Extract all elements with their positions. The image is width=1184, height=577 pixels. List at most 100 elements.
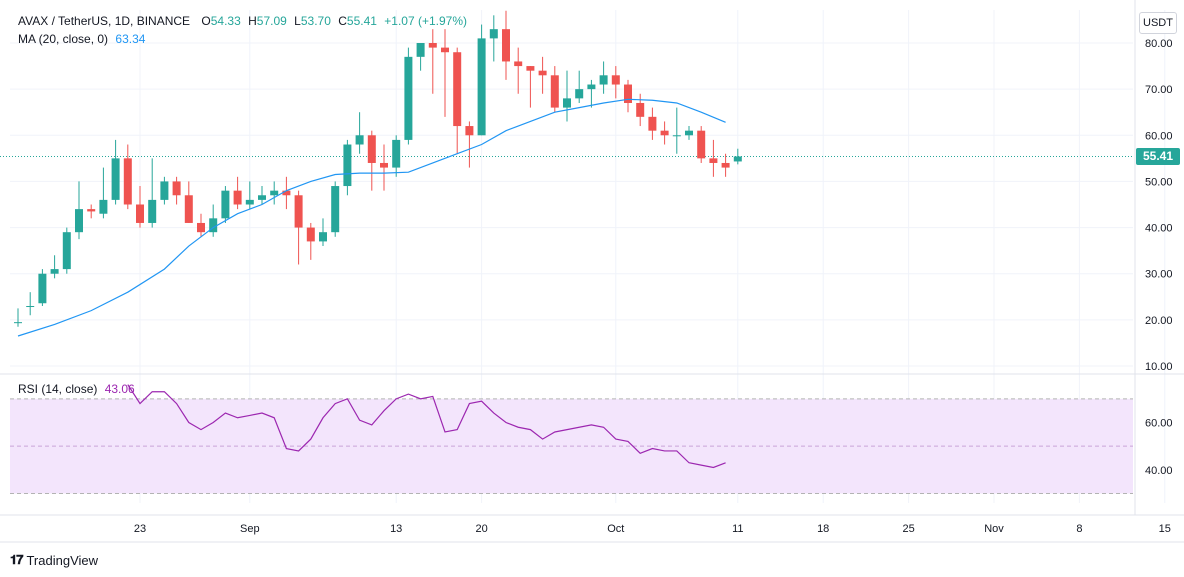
price-tick-label: 40.00 [1145,223,1173,235]
candle-body [563,98,571,108]
candle-body [599,75,608,85]
candle-body [136,204,144,223]
candle-body [184,195,193,223]
tradingview-logo[interactable]: 𝟏𝟕 TradingView [10,552,98,568]
symbol-label[interactable]: AVAX / TetherUS, 1D, BINANCE [18,14,191,28]
ma-legend[interactable]: MA (20, close, 0) 63.34 [18,32,145,46]
candle-body [404,56,413,140]
price-tick-label: 70.00 [1145,84,1173,96]
rsi-line [127,384,726,469]
candle-body [197,222,205,233]
candle-body [709,158,718,163]
time-tick-label: 18 [817,523,829,535]
rsi-label: RSI (14, close) [18,382,98,396]
rsi-band [10,398,1133,495]
candle-body [721,162,730,168]
currency-selector[interactable]: USDT [1139,12,1177,34]
candle-body [172,181,181,196]
candle-body [148,199,157,223]
candle-body [14,322,22,324]
candle-body [50,269,59,274]
time-tick-label: 23 [134,523,146,535]
low-label: L [294,14,301,28]
time-tick-label: 8 [1076,523,1082,535]
candle-body [685,130,693,136]
candle-body [672,135,681,137]
candle-body [331,186,340,233]
candle-body [624,84,632,103]
candle-body [221,190,230,219]
price-tick-label: 20.00 [1145,315,1173,327]
candle-body [111,158,120,200]
candle-body [160,181,169,200]
ma-series [17,98,726,337]
time-tick-label: Sep [240,523,260,535]
candle-body [733,156,742,162]
time-tick-label: Oct [607,523,624,535]
candle-body [270,190,279,196]
candle-body [380,162,388,168]
candle-body [123,158,132,205]
axes: 80.00 70.00 60.00 50.00 40.00 30.00 20.00 10.00… [0,0,1184,543]
candle-body [233,190,242,205]
time-tick-label: 11 [732,523,743,535]
rsi-tick-label: 60.00 [1145,418,1173,430]
candle-body [636,102,645,117]
tradingview-logo-icon: 𝟏𝟕 [10,552,24,567]
candle-body [355,135,364,145]
price-tick-label: 80.00 [1145,38,1173,50]
price-tick-label: 50.00 [1145,176,1173,188]
candle-body [282,190,291,196]
candle-body [319,232,327,242]
candle-body [514,61,523,67]
candle-body [441,47,449,53]
price-tick-label: 10.00 [1145,361,1173,373]
price-tick-label: 30.00 [1145,269,1173,281]
candle-body [526,66,535,71]
main-legend: AVAX / TetherUS, 1D, BINANCE O54.33 H57.… [18,14,467,28]
candle-body [538,70,547,76]
candle-body [453,52,462,127]
candle-body [62,232,71,270]
candle-body [575,89,584,99]
rsi-value: 43.06 [104,382,135,396]
candle-body [660,130,669,136]
ma-label: MA (20, close, 0) [18,32,109,46]
high-label: H [248,14,257,28]
candle-body [209,218,218,233]
candle-body [38,273,47,304]
candle-body [343,144,352,187]
close-value: 55.41 [346,14,377,28]
time-tick-label: 25 [902,523,914,535]
candle-body [477,38,486,136]
close-label: C [338,14,347,28]
candle-body [428,43,437,48]
candle-body [697,130,706,159]
change-value: +1.07 (+1.97%) [384,14,468,28]
candle-body [550,75,559,108]
rsi-tick-label: 40.00 [1145,465,1173,477]
rsi-series [127,384,726,469]
candle-body [99,199,108,214]
candle-body [648,116,657,131]
open-label: O [201,14,211,28]
low-value: 53.70 [300,14,331,28]
open-value: 54.33 [210,14,241,28]
candle-body [26,306,35,308]
candle-body [465,126,474,136]
candle-body [489,29,498,39]
time-tick-label: 15 [1159,523,1171,535]
price-tick-label: 60.00 [1145,130,1173,142]
rsi-legend[interactable]: RSI (14, close) 43.06 [18,382,135,396]
candle-body [87,209,96,212]
candle-body [392,139,401,168]
candle-body [611,75,620,85]
candle-body [294,195,303,228]
candle-body [587,84,596,90]
candle-body [367,135,376,163]
candle-body [258,195,266,200]
candlestick-series [14,10,742,327]
candle-body [502,29,510,62]
candle-body [306,227,315,242]
